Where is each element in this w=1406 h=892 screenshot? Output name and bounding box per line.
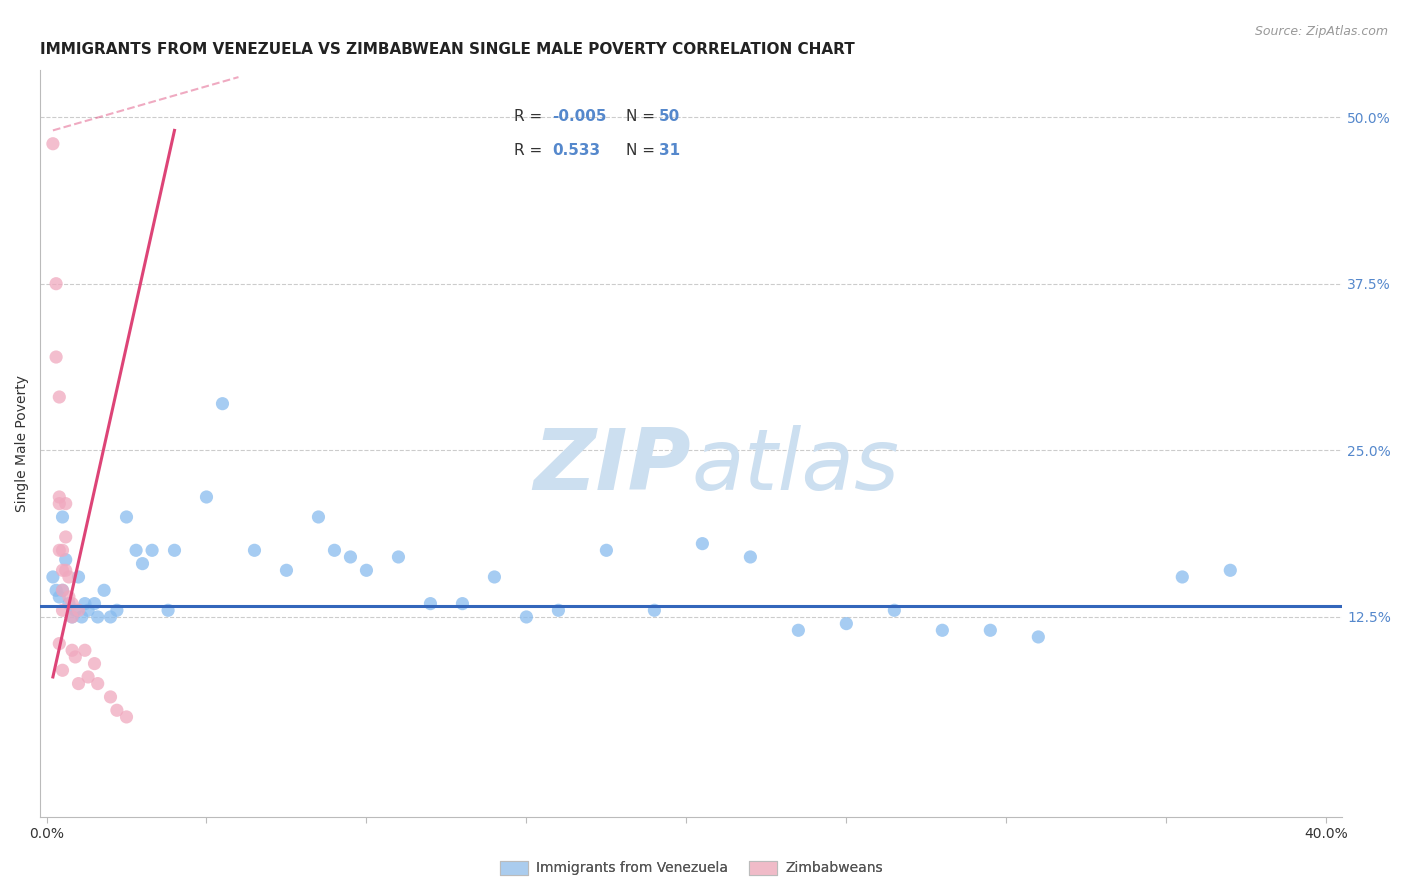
Point [356,563,378,577]
Point [73,597,96,611]
Point [93,583,115,598]
Point [60,643,83,657]
Legend: Immigrants from Venezuela, Zimbabweans: Immigrants from Venezuela, Zimbabweans [495,855,889,881]
Text: N =: N = [626,143,655,158]
Point [45,277,67,291]
Point [51,543,73,558]
Point [387,549,409,564]
Point [48,543,70,558]
Point [125,543,148,558]
Text: Source: ZipAtlas.com: Source: ZipAtlas.com [1254,25,1388,38]
Point [65,649,87,664]
Point [1171,570,1194,584]
Point [48,390,70,404]
Point [48,497,70,511]
Point [307,510,329,524]
Text: R =: R = [515,109,543,124]
Point [45,350,67,364]
Text: 0.533: 0.533 [553,143,600,158]
Point [51,583,73,598]
Point [51,563,73,577]
Point [163,543,186,558]
Point [58,590,80,604]
Point [484,570,506,584]
Point [595,543,617,558]
Point [67,603,90,617]
Point [83,657,105,671]
Point [979,624,1001,638]
Point [339,549,361,564]
Point [141,543,163,558]
Point [131,557,153,571]
Point [55,497,77,511]
Point [42,136,65,151]
Y-axis label: Single Male Poverty: Single Male Poverty [15,376,30,512]
Point [51,510,73,524]
Point [692,536,714,550]
Point [58,597,80,611]
Point [835,616,858,631]
Point [195,490,218,504]
Point [48,490,70,504]
Point [115,710,138,724]
Point [42,570,65,584]
Point [211,397,233,411]
Point [86,676,108,690]
Point [48,637,70,651]
Point [643,603,665,617]
Point [105,603,128,617]
Point [67,570,90,584]
Point [787,624,810,638]
Text: -0.005: -0.005 [553,109,606,124]
Point [73,643,96,657]
Point [1219,563,1241,577]
Point [77,670,100,684]
Point [515,610,537,624]
Point [883,603,905,617]
Point [1026,630,1049,644]
Point [740,549,762,564]
Point [276,563,298,577]
Point [323,543,346,558]
Point [100,690,122,704]
Text: atlas: atlas [692,425,900,508]
Point [77,603,100,617]
Point [100,610,122,624]
Point [451,597,474,611]
Point [55,530,77,544]
Point [931,624,953,638]
Point [243,543,266,558]
Point [51,603,73,617]
Point [83,597,105,611]
Point [419,597,441,611]
Point [67,676,90,690]
Point [547,603,569,617]
Point [70,610,93,624]
Point [51,663,73,677]
Point [60,610,83,624]
Point [157,603,180,617]
Point [65,603,87,617]
Point [51,583,73,598]
Text: IMMIGRANTS FROM VENEZUELA VS ZIMBABWEAN SINGLE MALE POVERTY CORRELATION CHART: IMMIGRANTS FROM VENEZUELA VS ZIMBABWEAN … [41,42,855,57]
Text: R =: R = [515,143,543,158]
Point [60,597,83,611]
Point [55,563,77,577]
Point [105,703,128,717]
Point [48,590,70,604]
Point [55,552,77,566]
Text: N =: N = [626,109,655,124]
Point [115,510,138,524]
Point [86,610,108,624]
Point [58,570,80,584]
Point [60,610,83,624]
Text: 31: 31 [658,143,679,158]
Text: ZIP: ZIP [533,425,692,508]
Text: 50: 50 [658,109,681,124]
Point [45,583,67,598]
